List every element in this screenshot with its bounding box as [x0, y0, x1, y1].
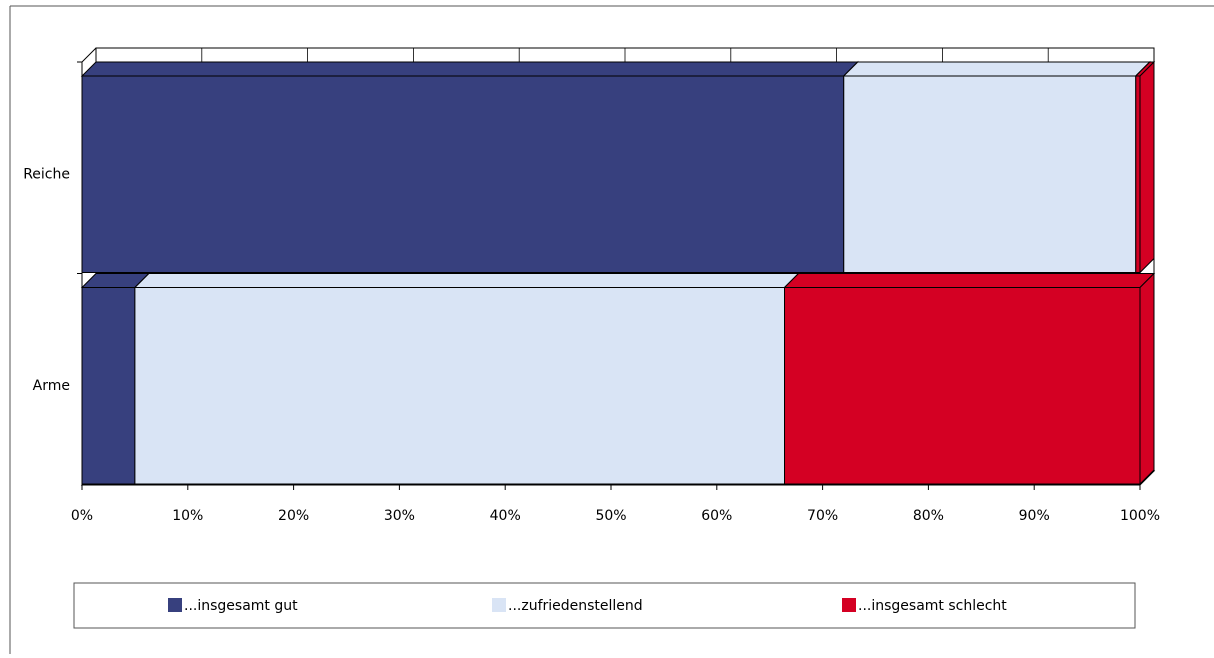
- legend-label: ...insgesamt schlecht: [858, 598, 1007, 614]
- bar: [81, 75, 845, 273]
- x-tick-label: 10%: [172, 508, 203, 524]
- side-wall: [81, 47, 97, 63]
- bar-side: [1139, 60, 1155, 274]
- y-tick-label: Reiche: [23, 166, 70, 182]
- legend-swatch: [842, 598, 856, 612]
- bar: [843, 75, 1137, 273]
- legend-label: ...zufriedenstellend: [508, 598, 643, 614]
- legend-label: ...insgesamt gut: [184, 598, 298, 614]
- x-tick-label: 100%: [1120, 508, 1160, 524]
- legend-box: [73, 582, 1136, 629]
- bar: [81, 287, 136, 485]
- x-tick-label: 50%: [595, 508, 626, 524]
- x-tick-label: 60%: [701, 508, 732, 524]
- bar: [134, 287, 786, 485]
- bar-top: [80, 61, 859, 77]
- x-tick-label: 70%: [807, 508, 838, 524]
- y-tick-label: Arme: [33, 378, 70, 394]
- bar-top: [133, 273, 800, 288]
- x-tick-label: 30%: [384, 508, 415, 524]
- x-tick-label: 40%: [490, 508, 521, 524]
- bar-side: [1139, 272, 1155, 486]
- legend-swatch: [492, 598, 506, 612]
- x-tick-label: 20%: [278, 508, 309, 524]
- x-tick-label: 80%: [913, 508, 944, 524]
- bar-top: [842, 61, 1151, 77]
- bar-top: [783, 273, 1156, 288]
- x-tick-label: 90%: [1019, 508, 1050, 524]
- x-tick-label: 0%: [71, 508, 93, 524]
- bar: [1135, 75, 1141, 273]
- bar: [784, 287, 1141, 485]
- legend-swatch: [168, 598, 182, 612]
